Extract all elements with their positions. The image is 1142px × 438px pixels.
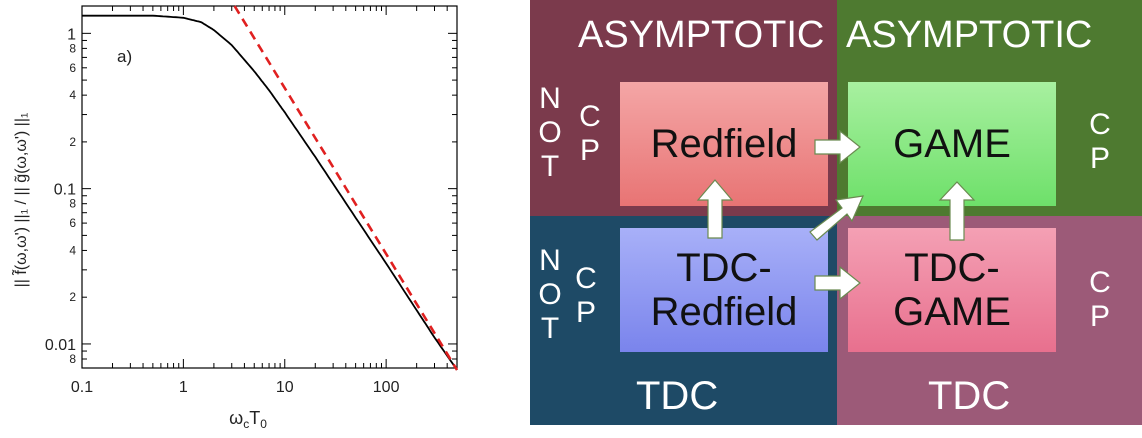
x-tick-label: 1 <box>179 379 188 396</box>
label-tdc-left: TDC <box>636 374 719 418</box>
box-game: GAME <box>848 82 1056 206</box>
plot-series <box>82 5 459 371</box>
letter-p: P <box>575 296 596 329</box>
y-tick-label: 2 <box>69 290 76 304</box>
x-label-sub-c: c <box>243 417 249 431</box>
x-tick-label: 10 <box>276 379 294 396</box>
letter-n: N <box>539 82 561 115</box>
y-tick-label: 4 <box>69 88 76 102</box>
y-tick-label: 1 <box>67 26 76 43</box>
x-label-omega: ω <box>229 408 243 428</box>
y-tick-label: 0.1 <box>54 182 76 199</box>
box-tdc-redfield: TDC- Redfield <box>620 228 828 352</box>
letter-o: O <box>538 278 562 311</box>
x-tick-label: 0.1 <box>71 379 93 396</box>
letter-c: C <box>1089 266 1111 299</box>
asymptote-series-line <box>233 5 459 371</box>
plot-frame <box>81 5 458 369</box>
box-tdc-game: TDC- GAME <box>848 228 1056 352</box>
panel-label: a) <box>117 47 132 66</box>
x-label-t: T <box>249 408 260 428</box>
letter-c: C <box>1089 108 1111 141</box>
y-tick-label: 8 <box>69 352 76 366</box>
letter-c: C <box>579 100 601 133</box>
label-asymptotic-left: ASYMPTOTIC <box>578 14 825 56</box>
label-asymptotic-right: ASYMPTOTIC <box>846 14 1093 56</box>
y-tick-label: 0.01 <box>45 337 76 354</box>
ratio-series-line <box>82 14 458 371</box>
x-tick-label: 100 <box>373 379 400 396</box>
y-tick-label: 8 <box>69 197 76 211</box>
letter-n: N <box>539 244 561 277</box>
y-tick-label: 6 <box>69 61 76 75</box>
label-tdc-right: TDC <box>928 374 1011 418</box>
letter-c: C <box>575 262 597 295</box>
side-label-cp-bottom-left: C P <box>574 262 598 330</box>
letter-t: T <box>540 312 560 345</box>
letter-p: P <box>579 134 600 167</box>
y-axis-label: || f̃(ω,ω') ||₁ / || g̃(ω,ω') ||₁ <box>10 113 30 288</box>
side-label-cp-bottom-right: C P <box>1088 266 1112 334</box>
y-tick-label: 2 <box>69 135 76 149</box>
letter-o: O <box>538 116 562 149</box>
x-axis-label: ωcT0 <box>229 408 267 431</box>
side-label-not-top: N O T <box>538 82 562 184</box>
y-tick-label: 8 <box>69 41 76 55</box>
y-tick-label: 4 <box>69 243 76 257</box>
letter-t: T <box>540 150 560 183</box>
letter-p: P <box>1089 142 1110 175</box>
side-label-cp-top-right: C P <box>1088 108 1112 176</box>
side-label-cp-top-left: C P <box>578 100 602 168</box>
box-redfield: Redfield <box>620 82 828 206</box>
y-tick-label: 6 <box>69 216 76 230</box>
letter-p: P <box>1089 300 1110 333</box>
classification-diagram: ASYMPTOTIC ASYMPTOTIC TDC TDC N O T C P … <box>530 0 1142 438</box>
x-label-sub-0: 0 <box>260 417 267 431</box>
side-label-not-bottom: N O T <box>538 244 562 346</box>
